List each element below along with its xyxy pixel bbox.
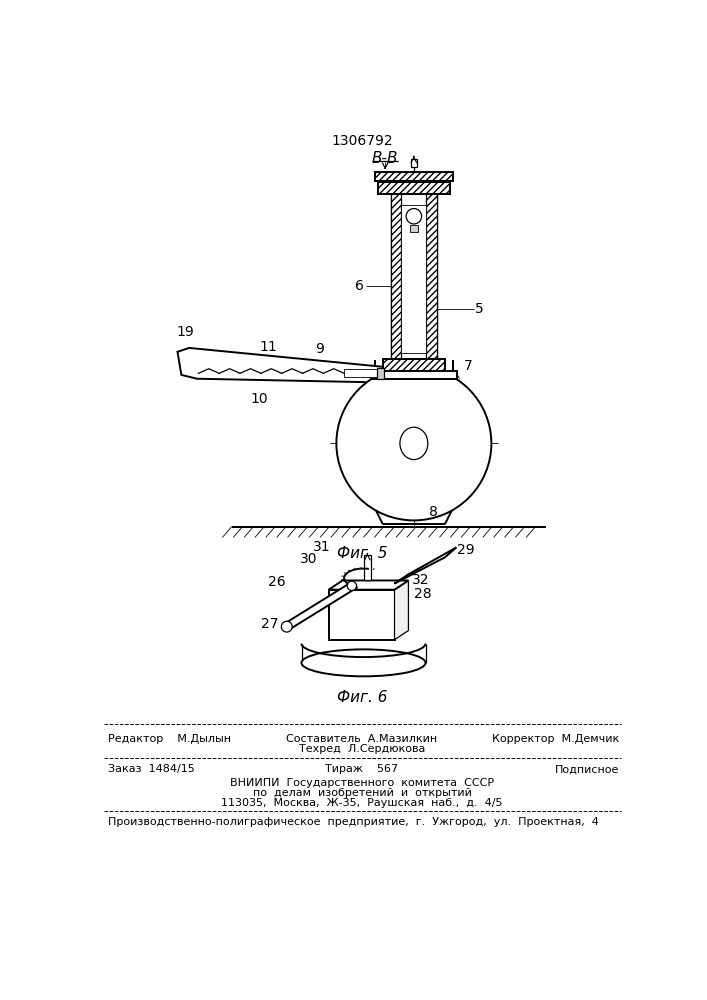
Text: 10: 10: [250, 392, 268, 406]
Bar: [383, 359, 445, 371]
Bar: [329, 590, 395, 640]
Text: 7: 7: [464, 359, 473, 373]
Text: 29: 29: [457, 543, 474, 557]
Bar: [410, 225, 418, 232]
Circle shape: [406, 209, 421, 224]
Circle shape: [347, 581, 356, 590]
Bar: [375, 172, 452, 181]
Text: Фиг. 6: Фиг. 6: [337, 690, 387, 705]
Text: 6: 6: [355, 279, 364, 293]
Text: 8: 8: [429, 505, 438, 519]
Text: ВНИИПИ  Государственного  комитета  СССР: ВНИИПИ Государственного комитета СССР: [230, 778, 494, 788]
Polygon shape: [282, 584, 357, 628]
Ellipse shape: [301, 649, 426, 676]
Ellipse shape: [400, 427, 428, 460]
Text: 19: 19: [176, 325, 194, 339]
Bar: [402, 205, 426, 353]
Circle shape: [281, 621, 292, 632]
Bar: [371, 371, 457, 379]
Text: 9: 9: [315, 342, 324, 356]
Text: Фиг. 5: Фиг. 5: [337, 546, 387, 561]
Text: В-В: В-В: [372, 151, 399, 166]
Text: Заказ  1484/15: Заказ 1484/15: [107, 764, 194, 774]
Text: 26: 26: [269, 575, 286, 589]
Text: Техред  Л.Сердюкова: Техред Л.Сердюкова: [299, 744, 425, 754]
Text: 113035,  Москва,  Ж-35,  Раушская  наб.,  д.  4/5: 113035, Москва, Ж-35, Раушская наб., д. …: [221, 798, 503, 808]
Bar: [411, 159, 417, 167]
Circle shape: [337, 366, 491, 520]
Bar: [344, 369, 383, 377]
Bar: [378, 182, 450, 194]
Polygon shape: [395, 580, 409, 640]
Text: Производственно-полиграфическое  предприятие,  г.  Ужгород,  ул.  Проектная,  4: Производственно-полиграфическое предприя…: [107, 817, 599, 827]
Bar: [363, 555, 371, 580]
Bar: [377, 368, 385, 379]
Bar: [426, 185, 437, 360]
Text: Подписное: Подписное: [555, 764, 619, 774]
Polygon shape: [329, 580, 409, 590]
Text: по  делам  изобретений  и  открытий: по делам изобретений и открытий: [252, 788, 472, 798]
Text: Редактор    М.Дылын: Редактор М.Дылын: [107, 734, 230, 744]
Text: 1306792: 1306792: [331, 134, 393, 148]
Text: 31: 31: [313, 540, 331, 554]
Bar: [391, 185, 402, 360]
Text: 30: 30: [300, 552, 317, 566]
Polygon shape: [177, 348, 387, 383]
Text: 32: 32: [411, 573, 429, 587]
Text: Составитель  А.Мазилкин: Составитель А.Мазилкин: [286, 734, 438, 744]
Text: 5: 5: [475, 302, 484, 316]
Text: 11: 11: [259, 340, 277, 354]
Text: 27: 27: [261, 617, 279, 631]
Text: Тираж    567: Тираж 567: [325, 764, 399, 774]
Text: 28: 28: [414, 587, 431, 601]
Text: Корректор  М.Демчик: Корректор М.Демчик: [492, 734, 619, 744]
Polygon shape: [395, 547, 457, 584]
